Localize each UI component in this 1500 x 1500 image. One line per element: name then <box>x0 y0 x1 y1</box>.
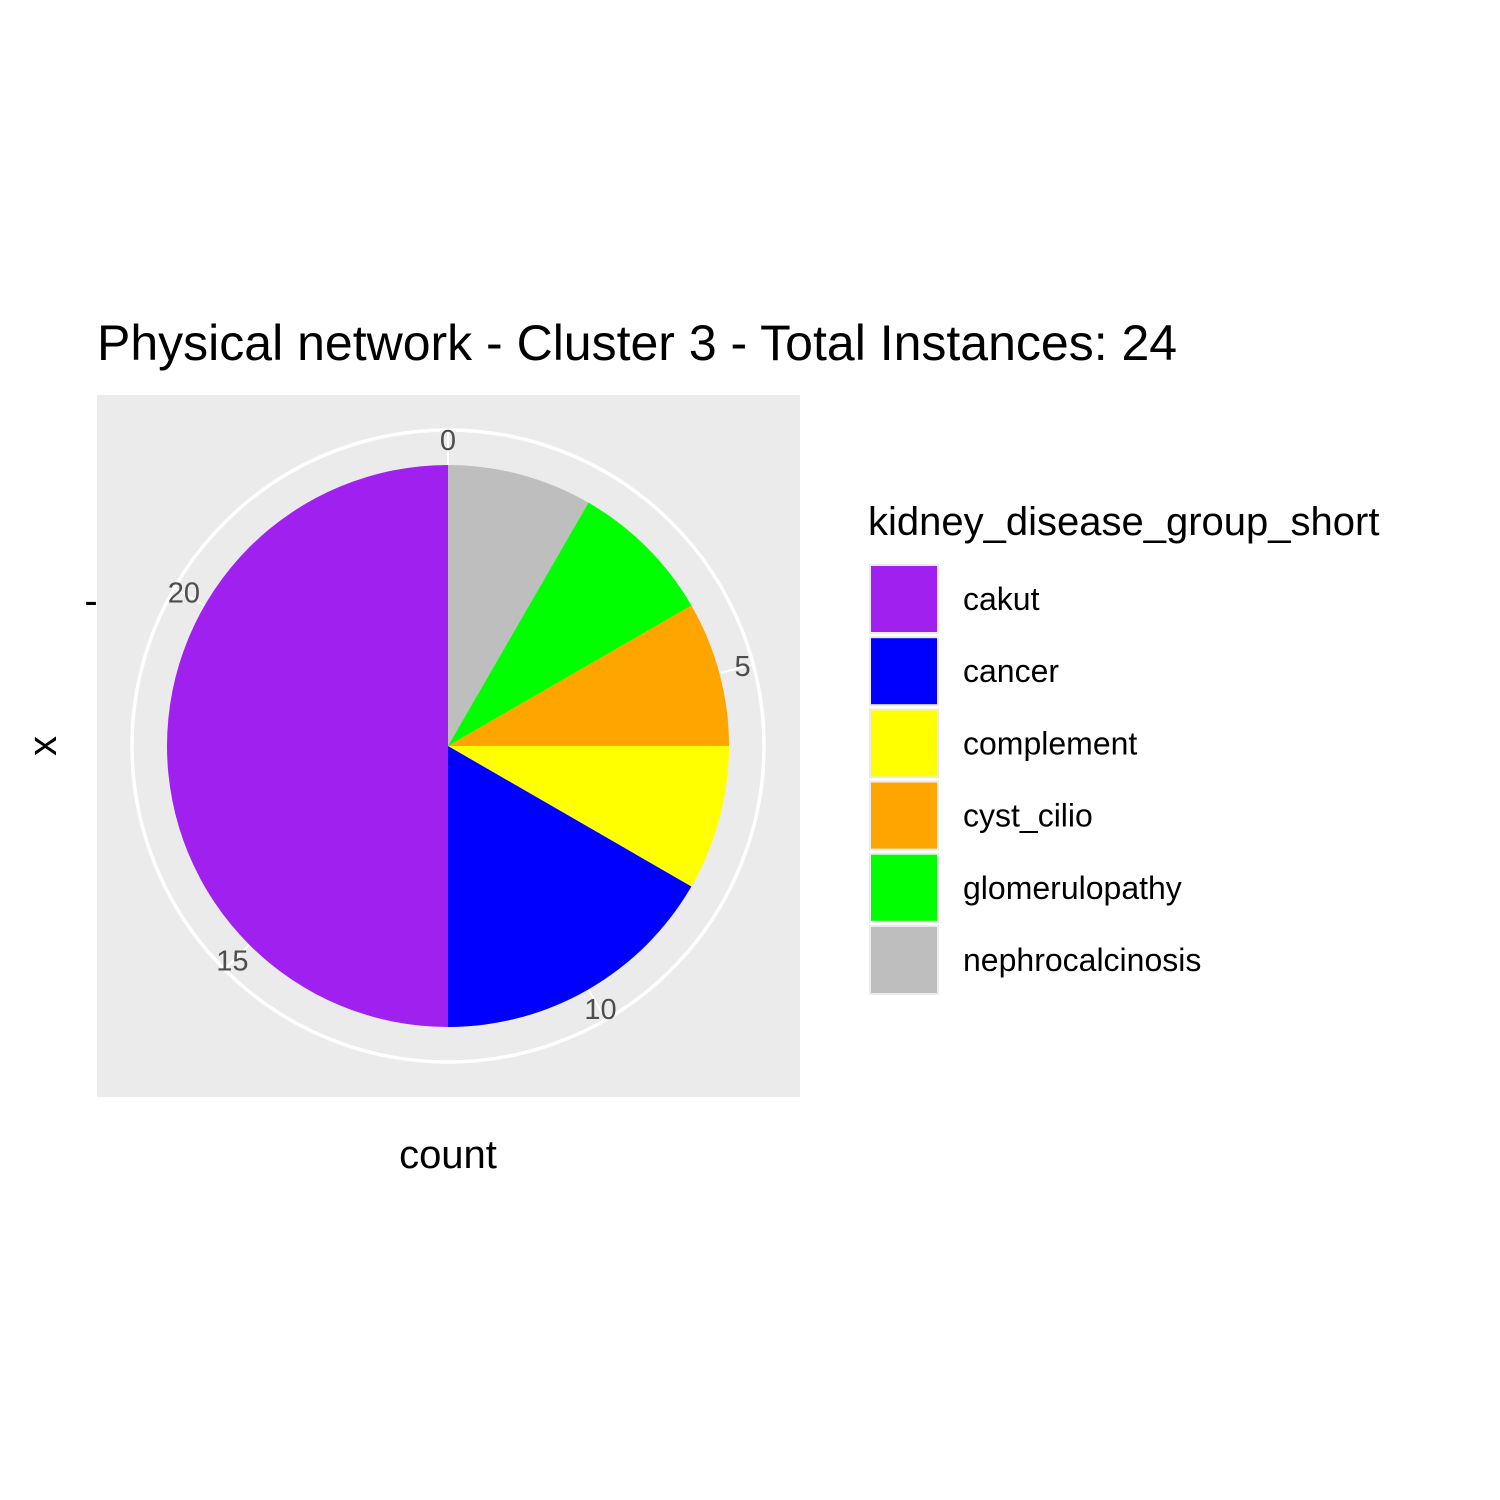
legend-key-cakut <box>869 564 939 634</box>
theta-grid-line-10 <box>587 988 607 1021</box>
legend-label-cyst-cilio: cyst_cilio <box>963 798 1093 834</box>
theta-tick-label-15: 15 <box>216 946 248 978</box>
pie-slice-nephrocalcinosis <box>448 465 589 746</box>
pie-slice-glomerulopathy <box>448 502 692 746</box>
legend: kidney_disease_group_short cakut cancer co… <box>868 500 1379 995</box>
theta-grid-line-20 <box>173 587 206 607</box>
y-tick-label: - <box>84 579 97 623</box>
theta-grid-line-5 <box>719 663 754 675</box>
theta-tick-label-5: 5 <box>735 651 751 683</box>
legend-key-nephrocalcinosis <box>869 925 939 995</box>
legend-label-cakut: cakut <box>963 581 1040 617</box>
pie-slice-cyst-cilio <box>448 605 729 746</box>
theta-tick-label-10: 10 <box>584 994 616 1026</box>
pie-slices <box>167 465 729 1027</box>
legend-title: kidney_disease_group_short <box>868 500 1379 544</box>
pie-slice-cancer <box>448 746 692 1027</box>
y-axis-title: x <box>21 736 65 756</box>
theta-tick-label-20: 20 <box>168 578 200 610</box>
legend-key-cancer <box>869 636 939 707</box>
legend-key-glomerulopathy <box>869 852 939 923</box>
legend-key-complement <box>869 708 939 779</box>
chart-title: Physical network - Cluster 3 - Total Ins… <box>97 315 1177 371</box>
legend-label-nephrocalcinosis: nephrocalcinosis <box>963 942 1201 978</box>
x-axis-title: count <box>399 1133 497 1177</box>
legend-label-glomerulopathy: glomerulopathy <box>963 870 1182 906</box>
theta-tick-label-0: 0 <box>440 425 456 457</box>
legend-label-cancer: cancer <box>963 653 1059 689</box>
legend-key-cyst-cilio <box>869 780 939 851</box>
legend-label-complement: complement <box>963 725 1137 761</box>
theta-tick-labels: 0 5 10 15 20 <box>168 425 751 1026</box>
theta-grid-line-15 <box>223 943 251 971</box>
pie-slice-complement <box>448 746 729 887</box>
theta-grid-lines <box>173 430 754 1021</box>
pie-slice-cakut <box>167 465 448 1027</box>
legend-items: cakut cancer complement cyst_cilio glomerulo… <box>869 564 1201 995</box>
